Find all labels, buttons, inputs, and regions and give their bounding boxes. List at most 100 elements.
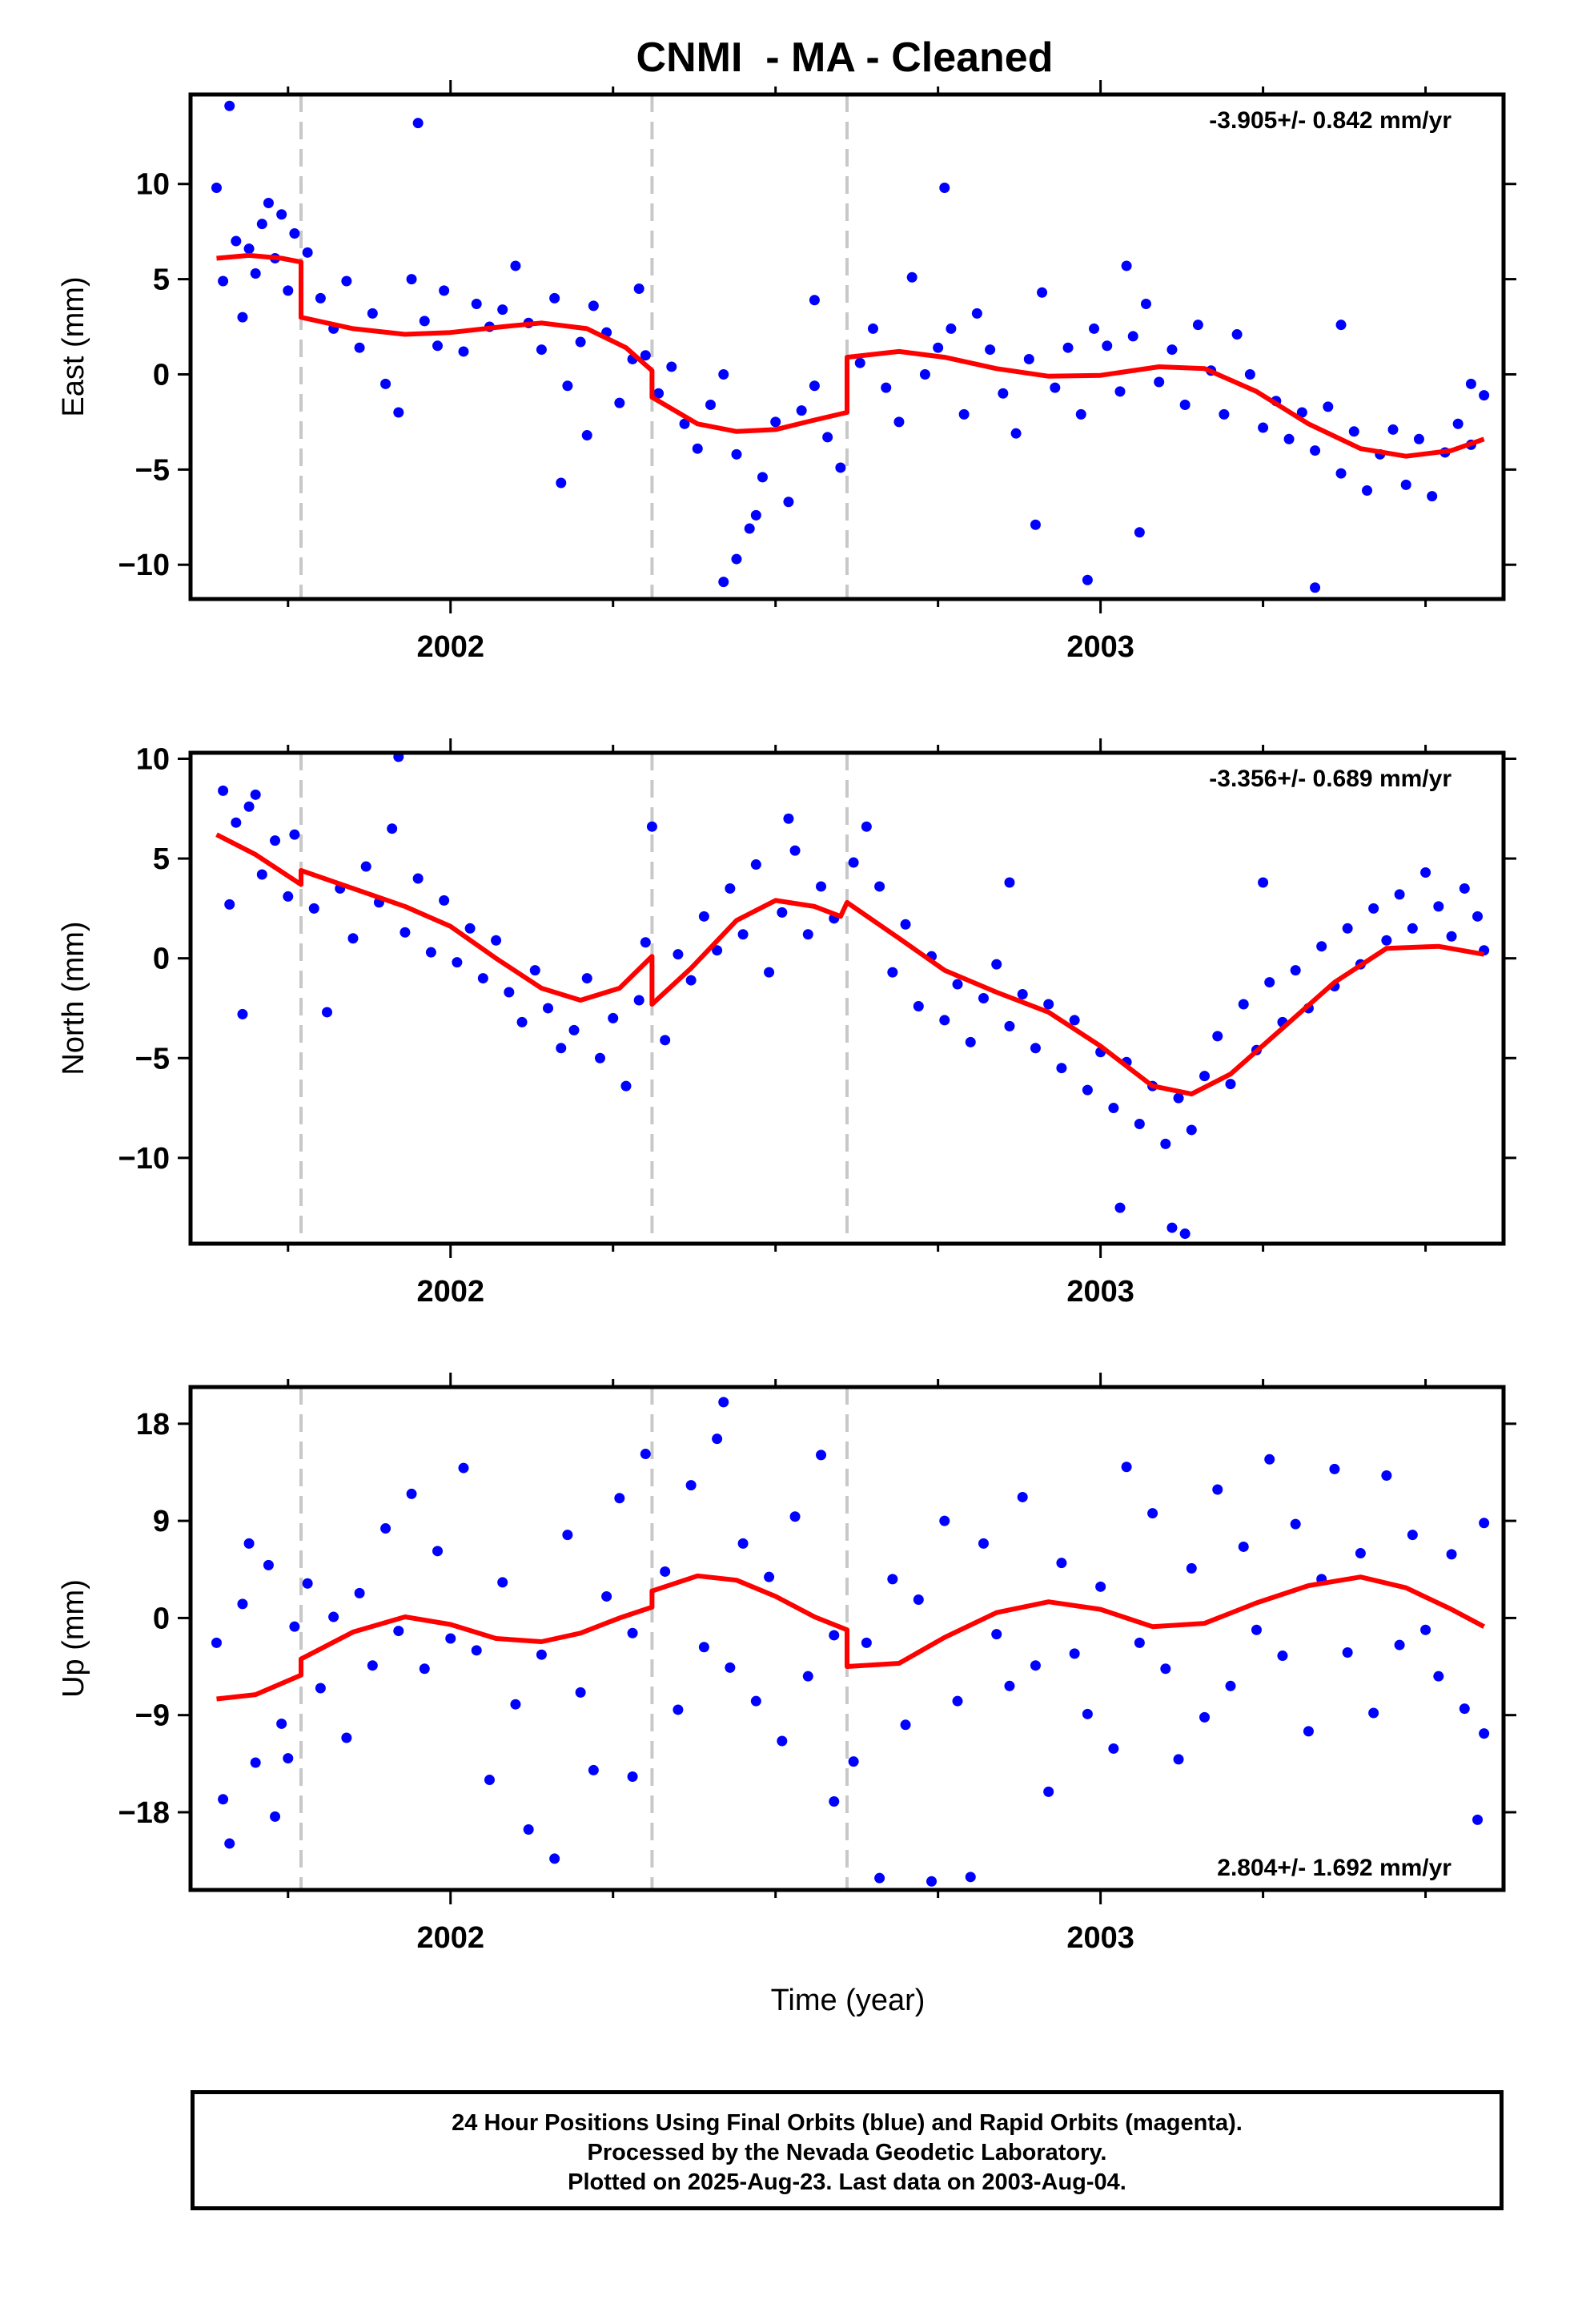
data-point [250,267,261,279]
y-tick-label: −10 [118,1142,170,1176]
velocity-rate-label: -3.356+/- 0.689 mm/yr [1209,766,1452,792]
data-point [575,1687,586,1698]
data-point [1264,1454,1275,1465]
y-tick-label: −18 [118,1796,170,1830]
data-point [1479,390,1490,401]
data-point [218,275,229,287]
data-point [913,1000,924,1011]
velocity-rate-label: 2.804+/- 1.692 mm/yr [1217,1855,1452,1881]
data-point [1420,867,1431,879]
data-point [906,271,917,283]
data-point [445,1633,456,1644]
data-point [939,1515,950,1526]
data-point [302,1578,313,1589]
data-point [1342,923,1353,934]
data-point [1452,418,1464,429]
data-point [1199,1071,1211,1082]
data-point [562,1530,573,1541]
data-point [218,1794,229,1805]
data-point [256,219,267,230]
data-point [627,1771,638,1782]
data-point [549,1853,560,1864]
data-point [1023,353,1034,364]
data-point [594,1052,605,1063]
data-point [276,209,287,220]
data-point [328,1611,339,1622]
data-point [926,1876,938,1887]
data-point [1089,323,1100,334]
data-point [283,285,294,296]
data-point [510,260,521,271]
data-point [646,821,657,832]
data-point [302,247,313,258]
data-point [484,1775,495,1786]
data-point [1362,485,1373,496]
data-point [783,497,794,508]
data-point [1225,1079,1236,1090]
data-point [504,987,515,998]
data-point [1140,299,1151,310]
data-point [640,937,651,948]
data-point [874,881,885,892]
data-point [660,1566,671,1577]
data-point [1258,422,1269,433]
data-point [367,1660,378,1671]
data-point [867,323,878,334]
model-curve [216,1573,1486,1702]
data-point [1212,1484,1223,1495]
data-point [1179,1228,1191,1240]
data-point [705,400,717,411]
data-point [556,477,567,489]
data-point [1316,941,1327,952]
y-tick-label: 0 [153,1602,170,1635]
data-point [354,1587,365,1598]
data-point [380,378,391,389]
data-point [263,1559,274,1570]
data-point [809,380,820,392]
data-point [946,323,957,334]
data-point [1069,1015,1080,1026]
data-point [816,881,827,892]
data-point [698,1642,709,1653]
data-point [439,285,450,296]
data-point [243,243,255,255]
data-point [1290,965,1301,976]
data-point [874,1872,885,1884]
data-point [1342,1647,1353,1659]
data-point [224,1838,235,1849]
data-point [653,388,665,399]
data-point [614,397,625,408]
data-point [712,1433,723,1445]
data-point [673,949,684,960]
data-point [1479,1728,1490,1739]
data-point [881,382,892,393]
data-point [321,1007,332,1018]
data-point [523,1824,534,1835]
data-point [497,1577,508,1588]
data-point [712,945,723,956]
data-point [237,1008,248,1019]
data-point [601,1590,612,1602]
data-point [1323,401,1334,412]
footer-line-2: Processed by the Nevada Geodetic Laborat… [587,2140,1107,2165]
data-point [1472,1814,1484,1825]
data-point [939,182,950,193]
data-point [685,1480,697,1491]
data-point [698,911,709,922]
data-point [718,368,729,380]
data-point [1368,903,1379,914]
data-point [289,829,300,840]
y-tick-label: −5 [135,1042,170,1076]
data-point [419,1663,430,1675]
data-point [243,801,255,812]
data-point [1082,1084,1093,1096]
data-point [789,845,801,856]
data-point [458,1462,469,1474]
footer-box: 24 Hour Positions Using Final Orbits (bl… [191,2090,1504,2210]
model-curve [216,252,1485,459]
velocity-rate-label: -3.905+/- 0.842 mm/yr [1209,107,1452,134]
data-point [952,1695,963,1707]
data-point [1413,433,1424,444]
y-axis-label: East (mm) [57,276,90,416]
data-point [608,1012,619,1023]
